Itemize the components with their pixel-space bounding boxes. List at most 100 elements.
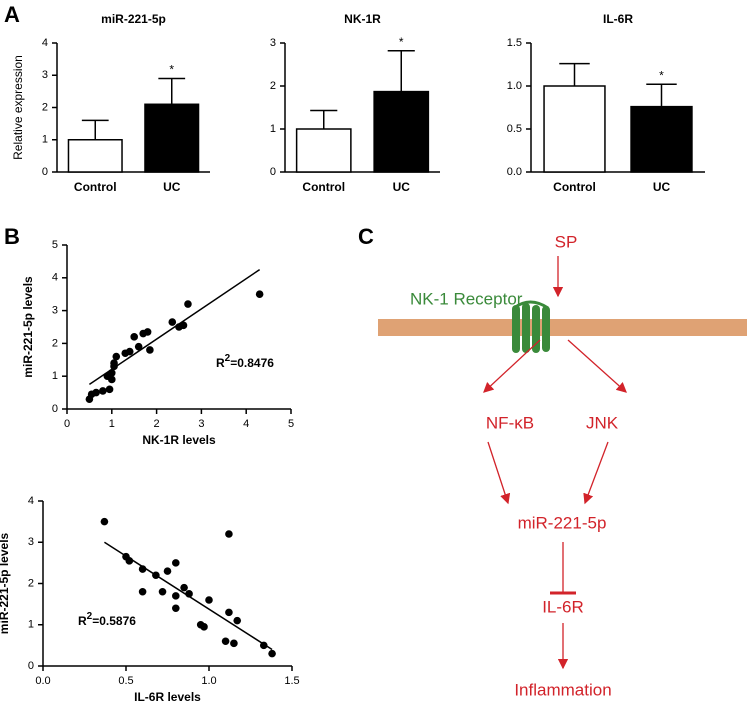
x-tick-label: Control xyxy=(302,180,345,194)
chart-title: miR-221-5p xyxy=(101,12,166,26)
y-tick-label: 3 xyxy=(28,536,34,548)
y-tick-label: 1.0 xyxy=(507,80,522,92)
annotation-sup: 2 xyxy=(225,353,231,364)
x-tick-label: UC xyxy=(163,180,181,194)
point xyxy=(172,559,180,567)
node-label: SP xyxy=(555,232,578,251)
point xyxy=(138,565,147,573)
annotation-part: R xyxy=(216,356,225,370)
point xyxy=(268,649,276,658)
point xyxy=(172,592,180,600)
panel-label: B xyxy=(4,224,20,249)
point xyxy=(184,300,192,308)
point xyxy=(112,352,121,361)
y-tick-label: 2 xyxy=(52,337,58,349)
y-tick-label: 0 xyxy=(270,166,276,178)
point xyxy=(152,571,160,580)
point xyxy=(163,567,172,575)
y-tick-label: 2 xyxy=(42,101,48,113)
point xyxy=(255,290,264,299)
annotation: R2=0.5876 xyxy=(78,611,136,629)
point xyxy=(233,616,242,625)
point xyxy=(99,387,107,395)
point xyxy=(146,346,154,354)
x-tick-label: 2 xyxy=(154,418,160,430)
point xyxy=(125,347,134,356)
point xyxy=(200,623,208,631)
y-axis-label: Relative expression xyxy=(11,55,25,160)
point xyxy=(230,639,238,648)
receptor xyxy=(512,300,550,353)
membrane xyxy=(378,319,747,336)
y-tick-label: 1 xyxy=(28,619,34,631)
y-tick-label: 2 xyxy=(270,80,276,92)
receptor-label: NK-1 Receptor xyxy=(410,289,523,308)
node-label: Inflammation xyxy=(514,680,611,699)
y-axis-label: miR-221-5p levels xyxy=(21,276,35,378)
x-axis-label: NK-1R levels xyxy=(142,433,216,447)
x-axis-label: IL-6R levels xyxy=(134,690,201,704)
y-tick-label: 4 xyxy=(42,37,48,49)
y-tick-label: 5 xyxy=(52,239,58,251)
chart-title: IL-6R xyxy=(603,12,633,26)
point xyxy=(168,318,177,326)
point xyxy=(125,557,134,565)
y-tick-label: 3 xyxy=(42,69,48,81)
node-label: miR-221-5p xyxy=(518,513,607,532)
annotation: * xyxy=(659,68,664,82)
arrow xyxy=(483,339,541,393)
point xyxy=(180,583,188,592)
y-tick-label: 0.5 xyxy=(507,123,522,135)
x-tick-label: 0.0 xyxy=(35,675,50,687)
point xyxy=(158,587,167,596)
point xyxy=(259,641,268,650)
y-tick-label: 4 xyxy=(52,272,58,284)
point xyxy=(110,359,118,367)
arrow xyxy=(583,441,609,505)
x-tick-label: Control xyxy=(553,180,596,194)
annotation: R2=0.8476 xyxy=(216,353,274,371)
bar xyxy=(543,85,606,173)
point xyxy=(100,517,109,526)
annotation-sup: 2 xyxy=(87,611,93,622)
bar xyxy=(373,90,430,173)
annotation: * xyxy=(169,63,174,77)
point xyxy=(134,342,143,351)
point xyxy=(105,372,114,381)
point xyxy=(130,333,138,341)
point xyxy=(225,608,233,617)
y-tick-label: 2 xyxy=(28,577,34,589)
x-tick-label: UC xyxy=(393,180,411,194)
x-tick-label: UC xyxy=(653,180,671,194)
y-tick-label: 1 xyxy=(52,370,58,382)
bar xyxy=(295,128,352,173)
x-tick-label: 1.5 xyxy=(284,675,299,687)
y-tick-label: 3 xyxy=(52,305,58,317)
x-tick-label: 0 xyxy=(64,418,70,430)
y-tick-label: 0 xyxy=(28,660,34,672)
x-tick-label: 1 xyxy=(109,418,115,430)
point xyxy=(179,321,188,330)
bar xyxy=(630,105,693,173)
point xyxy=(138,587,147,596)
panel-label: A xyxy=(4,2,20,27)
y-tick-label: 1 xyxy=(42,134,48,146)
point xyxy=(92,388,100,397)
point xyxy=(221,637,230,646)
point xyxy=(143,328,152,336)
arrow xyxy=(487,441,511,505)
x-tick-label: Control xyxy=(74,180,117,194)
x-tick-label: 4 xyxy=(243,418,249,430)
node-label: NF-κB xyxy=(486,413,534,432)
y-tick-label: 0 xyxy=(52,403,58,415)
x-tick-label: 5 xyxy=(288,418,294,430)
x-tick-label: 0.5 xyxy=(118,675,133,687)
y-tick-label: 0 xyxy=(42,166,48,178)
fit-line xyxy=(88,268,261,386)
panel-label: C xyxy=(358,224,374,249)
y-tick-label: 3 xyxy=(270,37,276,49)
bar xyxy=(144,103,200,173)
y-tick-label: 4 xyxy=(28,495,34,507)
point xyxy=(225,530,233,538)
